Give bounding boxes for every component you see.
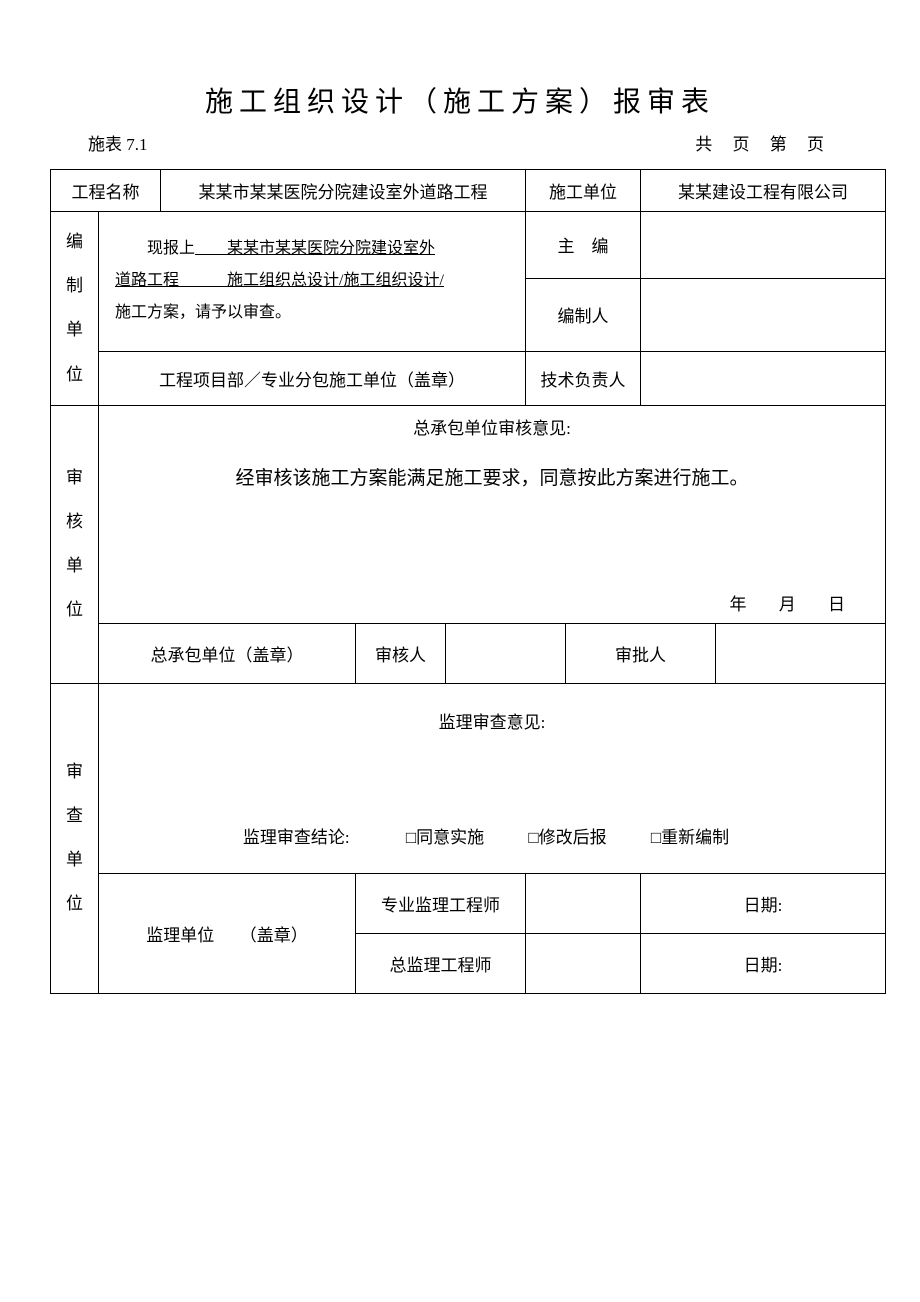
value-chief-engineer [526, 933, 641, 993]
compile-unit-vlabel: 编制单位 [51, 212, 99, 406]
submit-suffix: 施工方案，请予以审查。 [115, 304, 291, 321]
label-project-name: 工程名称 [51, 170, 161, 212]
submit-prefix: 现报上 [147, 240, 195, 257]
submit-underline-1: 某某市某某医院分院建设室外 [195, 240, 435, 257]
review-opinion-cell: 监理审查意见: 监理审查结论: □同意实施 □修改后报 □重新编制 [99, 683, 886, 873]
review-unit-vlabel: 审查单位 [51, 683, 99, 993]
value-chief-editor [641, 212, 886, 279]
audit-opinion-head: 总承包单位审核意见: [105, 414, 879, 439]
label-chief-engineer: 总监理工程师 [356, 933, 526, 993]
label-reviewer: 审核人 [356, 623, 446, 683]
label-date-2: 日期: [641, 933, 886, 993]
review-stamp: 监理单位 （盖章） [99, 873, 356, 993]
review-option-agree: □同意实施 [406, 823, 484, 848]
header-row: 工程名称 某某市某某医院分院建设室外道路工程 施工单位 某某建设工程有限公司 [51, 170, 886, 212]
audit-stamp: 总承包单位（盖章） [99, 623, 356, 683]
form-title: 施工组织设计（施工方案）报审表 [50, 80, 870, 120]
review-opinion-head: 监理审查意见: [105, 708, 879, 733]
audit-unit-vlabel: 审核单位 [51, 405, 99, 683]
value-construction-unit: 某某建设工程有限公司 [641, 170, 886, 212]
submit-underline-3: 施工组织总设计/施工组织设计/ [211, 272, 444, 289]
value-reviewer [446, 623, 566, 683]
audit-opinion-body: 经审核该施工方案能满足施工要求，同意按此方案进行施工。 [105, 463, 879, 490]
value-approver [716, 623, 886, 683]
label-compiler: 编制人 [526, 278, 641, 351]
value-pro-engineer [526, 873, 641, 933]
label-pro-engineer: 专业监理工程师 [356, 873, 526, 933]
audit-opinion-cell: 总承包单位审核意见: 经审核该施工方案能满足施工要求，同意按此方案进行施工。 年… [99, 405, 886, 623]
value-tech-lead [641, 351, 886, 405]
page-info: 共 页 第 页 [695, 130, 832, 155]
compile-stamp-line: 工程项目部／专业分包施工单位（盖章） [99, 351, 526, 405]
label-approver: 审批人 [566, 623, 716, 683]
label-chief-editor: 主 编 [526, 212, 641, 279]
value-compiler [641, 278, 886, 351]
submit-underline-2: 道路工程 [115, 272, 211, 289]
label-date-1: 日期: [641, 873, 886, 933]
review-conclusion-label: 监理审查结论: [243, 828, 350, 847]
label-construction-unit: 施工单位 [526, 170, 641, 212]
review-option-redo: □重新编制 [651, 823, 729, 848]
review-option-revise: □修改后报 [528, 823, 606, 848]
form-number: 施表 7.1 [88, 130, 148, 155]
review-sign-row-1: 监理单位 （盖章） 专业监理工程师 日期: [51, 873, 886, 933]
submit-statement: 现报上 某某市某某医院分院建设室外 道路工程 施工组织总设计/施工组织设计/ 施… [99, 212, 526, 352]
value-project-name: 某某市某某医院分院建设室外道路工程 [161, 170, 526, 212]
review-conclusion-line: 监理审查结论: □同意实施 □修改后报 □重新编制 [105, 823, 879, 848]
audit-date-line: 年 月 日 [105, 590, 879, 615]
audit-sign-row: 总承包单位（盖章） 审核人 审批人 [51, 623, 886, 683]
approval-form-table: 工程名称 某某市某某医院分院建设室外道路工程 施工单位 某某建设工程有限公司 编… [50, 169, 886, 994]
meta-row: 施表 7.1 共 页 第 页 [50, 130, 870, 169]
label-tech-lead: 技术负责人 [526, 351, 641, 405]
